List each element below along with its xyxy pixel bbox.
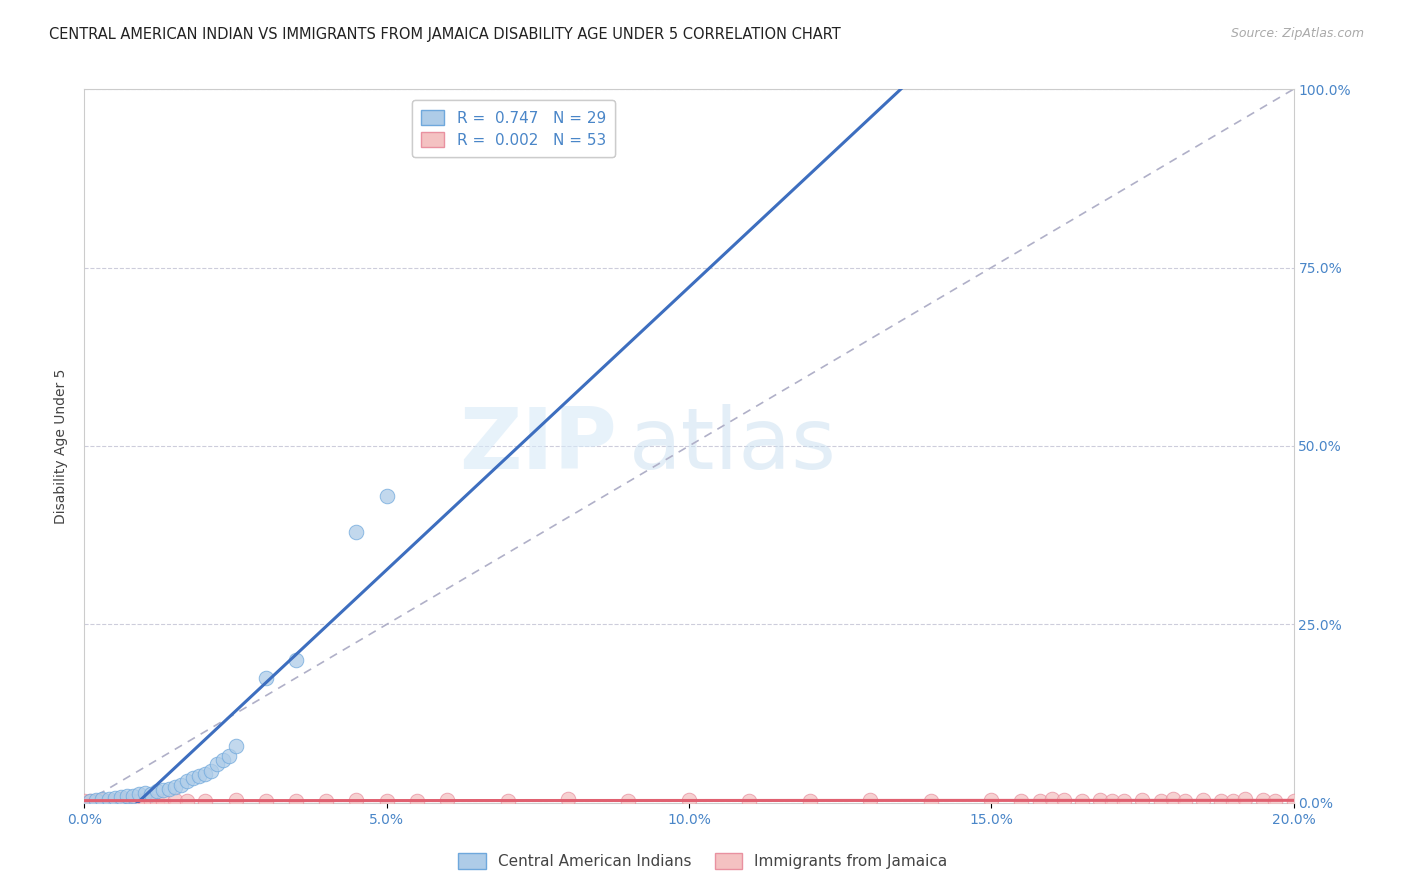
Point <box>1174 794 1197 808</box>
Point <box>79 794 101 808</box>
Point <box>86 793 108 807</box>
Point <box>139 794 162 808</box>
Point <box>79 794 101 808</box>
Point <box>97 794 120 808</box>
Point <box>617 794 640 808</box>
Point <box>1114 794 1136 808</box>
Point <box>1053 793 1076 807</box>
Point <box>165 780 187 794</box>
Point <box>346 524 368 539</box>
Point <box>91 792 114 806</box>
Point <box>1040 792 1063 806</box>
Point <box>1264 794 1286 808</box>
Point <box>1071 794 1094 808</box>
Point <box>1130 793 1153 807</box>
Point <box>91 793 114 807</box>
Point <box>678 793 700 807</box>
Point <box>1088 793 1111 807</box>
Point <box>1234 792 1257 806</box>
Point <box>207 756 229 771</box>
Legend: R =  0.747   N = 29, R =  0.002   N = 53: R = 0.747 N = 29, R = 0.002 N = 53 <box>412 101 614 157</box>
Point <box>121 794 143 808</box>
Point <box>165 793 187 807</box>
Y-axis label: Disability Age Under 5: Disability Age Under 5 <box>55 368 69 524</box>
Point <box>1253 793 1275 807</box>
Point <box>176 774 198 789</box>
Point <box>110 790 132 805</box>
Point <box>121 789 143 804</box>
Point <box>73 794 96 808</box>
Point <box>346 793 368 807</box>
Point <box>176 794 198 808</box>
Point <box>139 787 162 801</box>
Point <box>104 794 127 808</box>
Point <box>859 793 882 807</box>
Point <box>496 794 519 808</box>
Point <box>128 787 150 801</box>
Point <box>1192 793 1215 807</box>
Point <box>152 783 174 797</box>
Point <box>188 769 211 783</box>
Point <box>1011 794 1033 808</box>
Point <box>212 753 235 767</box>
Point <box>920 794 942 808</box>
Point <box>738 794 761 808</box>
Point <box>115 789 138 803</box>
Point <box>225 739 247 753</box>
Point <box>375 489 398 503</box>
Point <box>115 793 138 807</box>
Legend: Central American Indians, Immigrants from Jamaica: Central American Indians, Immigrants fro… <box>453 847 953 875</box>
Point <box>200 764 222 778</box>
Point <box>152 794 174 808</box>
Text: CENTRAL AMERICAN INDIAN VS IMMIGRANTS FROM JAMAICA DISABILITY AGE UNDER 5 CORREL: CENTRAL AMERICAN INDIAN VS IMMIGRANTS FR… <box>49 27 841 42</box>
Point <box>406 794 429 808</box>
Point <box>170 778 193 792</box>
Point <box>146 794 169 808</box>
Point <box>1149 794 1171 808</box>
Point <box>134 786 156 800</box>
Point <box>1028 794 1050 808</box>
Point <box>225 793 247 807</box>
Point <box>285 794 308 808</box>
Point <box>254 794 277 808</box>
Point <box>1209 794 1232 808</box>
Point <box>557 792 579 806</box>
Point <box>285 653 308 667</box>
Point <box>181 771 204 785</box>
Point <box>128 794 150 808</box>
Point <box>194 794 217 808</box>
Point <box>1161 792 1184 806</box>
Point <box>86 794 108 808</box>
Point <box>194 767 217 781</box>
Point <box>110 792 132 806</box>
Point <box>157 781 180 796</box>
Point <box>146 784 169 798</box>
Point <box>1101 794 1123 808</box>
Point <box>1282 794 1305 808</box>
Point <box>254 671 277 685</box>
Point <box>97 791 120 805</box>
Point <box>218 749 240 764</box>
Point <box>799 794 821 808</box>
Point <box>104 790 127 805</box>
Point <box>980 793 1002 807</box>
Point <box>375 794 398 808</box>
Point <box>315 794 337 808</box>
Point <box>134 793 156 807</box>
Text: atlas: atlas <box>628 404 837 488</box>
Text: ZIP: ZIP <box>458 404 616 488</box>
Point <box>1222 794 1244 808</box>
Text: Source: ZipAtlas.com: Source: ZipAtlas.com <box>1230 27 1364 40</box>
Point <box>436 793 458 807</box>
